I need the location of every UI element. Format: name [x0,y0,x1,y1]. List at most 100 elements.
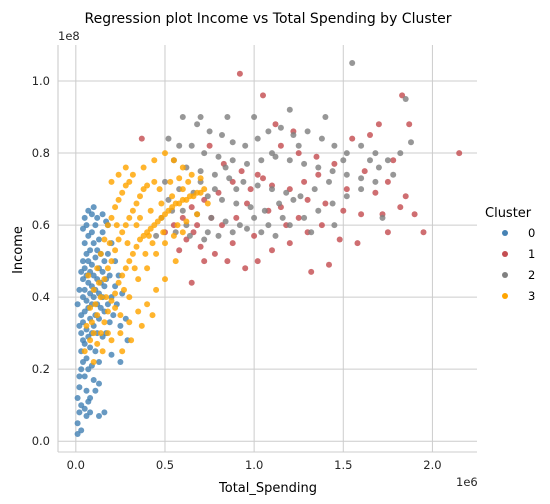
data-point [126,258,133,265]
data-point [358,142,365,149]
data-point [167,178,174,185]
data-point [160,229,167,236]
data-point [188,171,195,178]
chart-title: Regression plot Income vs Total Spending… [84,11,451,27]
data-point [188,142,195,149]
data-point [140,164,147,171]
axis-spines [57,45,477,453]
data-point [372,150,379,157]
data-point [122,222,129,229]
data-point [222,164,229,171]
data-point [108,178,115,185]
data-point [78,366,85,373]
data-point [104,330,111,337]
data-point [194,222,201,229]
data-point [411,211,418,218]
data-point [384,178,391,185]
data-point [402,96,409,102]
data-point [343,186,350,193]
data-point [96,236,102,243]
data-point [101,258,108,265]
data-point [96,359,102,365]
data-point [349,135,356,142]
data-point [112,304,119,311]
data-point [340,207,347,214]
x-tick-labels: 0.0 0.5 1.0 1.5 2.0 [67,458,442,472]
data-point [76,322,83,329]
data-point [92,254,99,261]
data-point [397,204,404,211]
legend-label-1: 1 [528,247,535,261]
data-point [162,178,168,185]
data-point [219,196,225,203]
data-point [188,279,195,286]
data-point [283,189,290,196]
data-point [108,297,115,304]
data-point [117,322,124,329]
data-point [76,373,83,380]
data-point [286,222,293,229]
data-point [279,214,286,221]
data-point [174,222,181,229]
data-point [179,186,186,193]
data-point [99,211,106,218]
data-point [222,218,229,225]
data-point [83,387,90,394]
data-point [226,175,233,182]
data-point [117,359,124,365]
data-point [343,150,350,157]
x-tick-label: 0.0 [67,458,85,472]
data-point [112,247,119,254]
data-point [260,175,266,182]
data-point [153,232,160,239]
data-point [215,153,222,160]
data-point [135,308,142,315]
data-point [126,178,133,185]
data-point [138,322,145,329]
data-point [269,150,275,157]
data-point [133,200,140,207]
data-point [331,142,338,149]
data-point [201,150,208,157]
data-point [349,60,356,66]
data-points [74,60,463,437]
data-point [211,186,218,193]
data-point [397,150,404,157]
data-point [90,204,97,211]
data-point [295,142,302,149]
data-point [83,413,90,419]
data-point [101,319,108,326]
data-point [113,222,120,229]
data-point [124,240,131,247]
data-point [103,294,110,301]
legend-marker-0 [502,230,508,236]
data-point [254,171,261,178]
data-point [215,232,222,239]
data-point [238,168,245,175]
data-point [286,240,293,247]
data-point [229,229,236,236]
data-point [242,142,249,149]
data-point [108,351,115,358]
data-point [80,258,86,265]
data-point [137,214,143,221]
data-point [81,405,88,412]
data-point [375,121,382,128]
data-point [224,258,231,265]
data-point [87,304,94,311]
y-tick-label: 0.8 [32,146,50,160]
data-point [133,222,140,229]
data-point [194,121,201,128]
data-point [104,265,111,272]
data-point [149,312,156,319]
data-point [172,258,179,265]
data-point [286,106,293,113]
data-point [326,261,332,268]
data-point [74,420,81,427]
data-point [236,70,243,77]
data-point [336,236,343,243]
y-tick-label: 0.6 [32,218,50,232]
data-point [126,214,133,221]
data-point [76,286,83,293]
data-point [131,265,138,272]
